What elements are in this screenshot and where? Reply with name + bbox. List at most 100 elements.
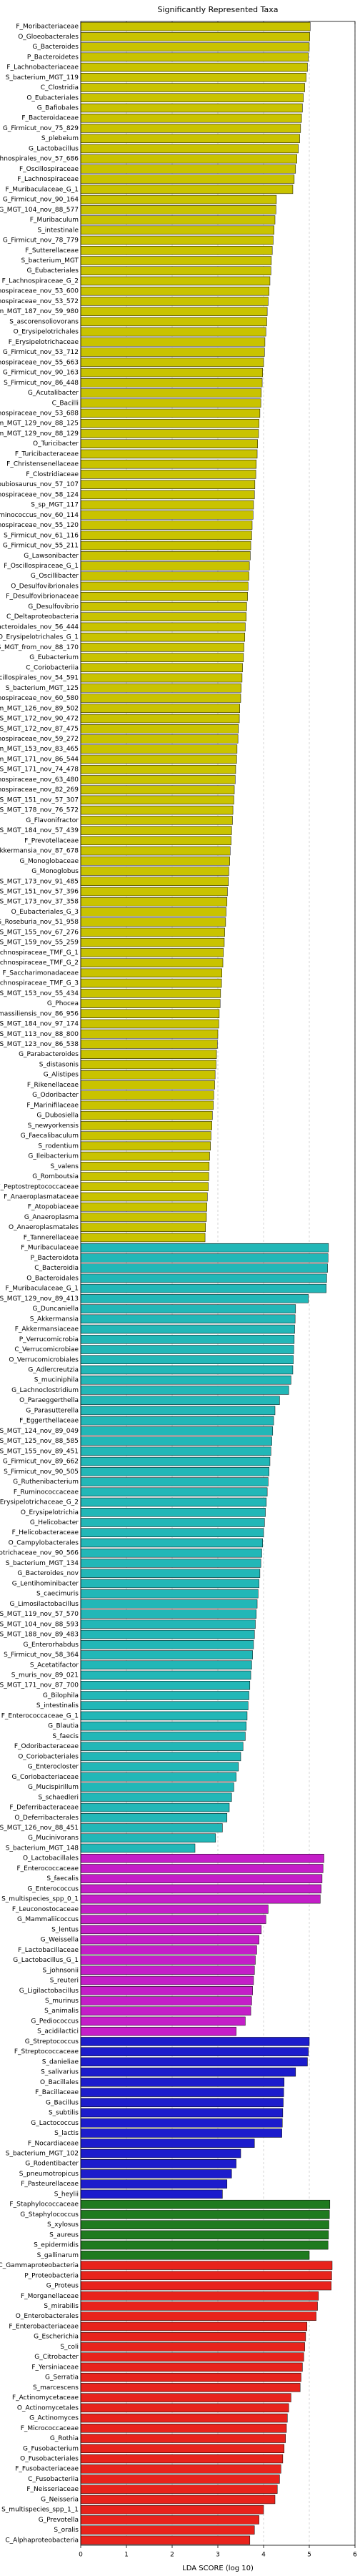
y-tick-label: S_MGT_155_nov_89_451 xyxy=(0,1448,79,1455)
bar xyxy=(80,408,261,418)
bar xyxy=(80,1742,244,1751)
y-tick-label: F_Peptostreptococcaceae xyxy=(0,1183,79,1190)
bar xyxy=(80,1162,210,1171)
bar xyxy=(80,1172,209,1181)
bar xyxy=(80,286,269,296)
y-tick-label: S_MGT_172_nov_90_472 xyxy=(0,716,79,723)
bar xyxy=(80,785,235,794)
bar xyxy=(80,684,241,693)
y-tick-label: G_Mucispirillum xyxy=(28,1784,79,1791)
bar xyxy=(80,1192,208,1202)
y-tick-label: S_MGT_188_nov_89_483 xyxy=(0,1632,79,1639)
bar xyxy=(80,2505,264,2515)
y-tick-label: G_Neisseria xyxy=(41,2496,79,2503)
y-tick-label: F_Ruminococcaceae xyxy=(14,1489,79,1496)
y-tick-label: O_Erysipelotrichales xyxy=(14,329,79,336)
y-tick-label: G_Enterocloster xyxy=(28,1764,79,1771)
y-tick-label: S_MGT_184_nov_57_439 xyxy=(0,827,79,834)
y-tick-label: G_Ruthenibacterium xyxy=(13,1479,79,1486)
bar xyxy=(80,388,262,398)
y-tick-label: F_Enterococcaceae_G_1 xyxy=(1,1712,79,1719)
y-tick-label: S_bacterium_MGT_187_nov_59_980 xyxy=(0,308,79,315)
bar xyxy=(80,836,231,846)
y-tick-label: S_bacterium_MGT xyxy=(21,257,79,265)
bar xyxy=(80,1975,254,1985)
bar xyxy=(80,357,264,367)
y-tick-label: S_subtilis xyxy=(49,2110,79,2117)
bar xyxy=(80,632,246,642)
y-tick-label: O_Anaeroplasmatales xyxy=(9,1224,79,1231)
bar xyxy=(80,1203,207,1212)
y-tick-label: C_Coriobacteriia xyxy=(26,664,79,671)
bar xyxy=(80,2210,330,2219)
y-tick-label: G_Firmicut_nov_75_829 xyxy=(3,125,79,132)
bar xyxy=(80,775,236,784)
y-tick-label: Lachnospiraceae_TMF_G_3 xyxy=(0,980,79,987)
bar xyxy=(80,2098,284,2108)
y-tick-label: O_Erysipelotrichaceae_G_2 xyxy=(0,1499,79,1506)
bar xyxy=(80,1629,255,1639)
y-tick-label: G_Anaeroplasma xyxy=(24,1214,79,1221)
bar xyxy=(80,1100,214,1110)
bar xyxy=(80,337,266,347)
bar xyxy=(80,1864,324,1873)
y-tick-label: S_muciniphila xyxy=(34,1377,79,1384)
y-tick-label: F_Lachnospiraceae_G_2 xyxy=(2,277,79,285)
y-tick-label: G_Oscillibacter xyxy=(31,573,79,580)
y-tick-label: F_Pasteurellaceae xyxy=(21,2181,79,2188)
y-tick-label: Lachnospiraceae_TMF_G_1 xyxy=(0,949,79,957)
bar xyxy=(80,347,265,357)
y-tick-label: F_Desulfovibrionaceae xyxy=(6,593,79,601)
bar xyxy=(80,2301,318,2311)
bar xyxy=(80,734,239,744)
y-tick-label: S_oralis xyxy=(54,2527,79,2534)
bar xyxy=(80,266,271,275)
bar xyxy=(80,1579,259,1589)
y-tick-label: F_Akkermansiaceae xyxy=(15,1326,79,1333)
bar xyxy=(80,887,228,897)
bar xyxy=(80,367,263,377)
bar xyxy=(80,398,261,408)
bar xyxy=(80,1121,212,1130)
bar xyxy=(80,1518,265,1527)
bar xyxy=(80,1060,216,1070)
y-tick-label: S_xylosus xyxy=(47,2221,79,2229)
bar xyxy=(80,2342,305,2352)
y-tick-label: C_Gammaproteobacteria xyxy=(0,2262,79,2269)
y-tick-label: G_Lachnoclostridium xyxy=(11,1387,79,1394)
y-tick-label: Lachnospiraceae_nov_55_120 xyxy=(0,522,79,529)
bar xyxy=(80,1110,213,1120)
bar xyxy=(80,1090,214,1100)
y-tick-label: F_Moribacteriaceae xyxy=(16,24,79,31)
bar xyxy=(80,1426,274,1436)
bar xyxy=(80,1141,211,1151)
y-tick-label: F_Turicibacteraceae xyxy=(15,450,79,458)
y-tick-label: S_MGT_123_nov_86_538 xyxy=(0,1041,79,1048)
bar xyxy=(80,2199,331,2209)
bar xyxy=(80,246,273,255)
y-tick-label: G_bacterium_MGT_126_nov_89_502 xyxy=(0,705,79,712)
y-tick-label: S_multispecies_spp_0_1 xyxy=(1,1896,79,1903)
y-tick-label: S_schaedleri xyxy=(38,1794,79,1801)
y-tick-label: S_lentus xyxy=(51,1926,79,1933)
y-tick-label: G_Eubacterium xyxy=(29,654,79,661)
y-tick-label: S_MGT_126_nov_88_451 xyxy=(0,1825,79,1832)
bar xyxy=(80,1996,252,2005)
y-tick-label: S_MGT_153_nov_55_434 xyxy=(0,990,79,997)
y-tick-label: G_Citrobacter xyxy=(34,2354,79,2361)
bar xyxy=(80,1283,326,1293)
bar xyxy=(80,714,240,724)
y-tick-label: G_Monoglobus xyxy=(31,868,79,875)
y-tick-label: S_bacterium_MGT_171_nov_86_544 xyxy=(0,756,79,763)
y-tick-label: O_Verrucomicrobiales xyxy=(9,1356,79,1363)
bar xyxy=(80,1508,266,1517)
bar xyxy=(80,1151,210,1161)
bar xyxy=(80,2148,241,2158)
x-tick-label: 0 xyxy=(79,2552,83,2559)
y-tick-label: G_Adlercreutzia xyxy=(28,1366,79,1373)
bar xyxy=(80,724,239,734)
bar xyxy=(80,1792,232,1802)
bar xyxy=(80,1905,269,1914)
y-tick-label: F_Anaeroplasmataceae xyxy=(4,1194,79,1201)
bar xyxy=(80,1609,257,1619)
